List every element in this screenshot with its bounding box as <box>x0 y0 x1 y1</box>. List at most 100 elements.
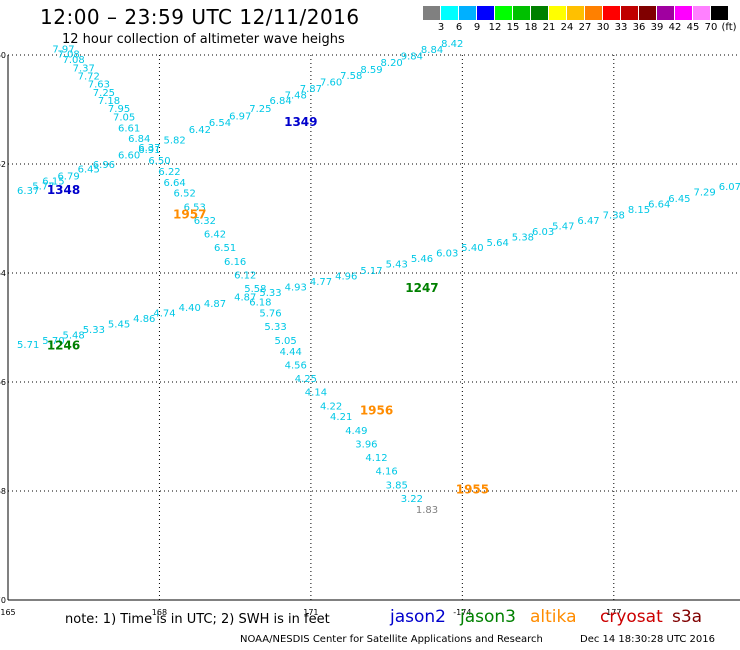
timestamp-text: Dec 14 18:30:28 UTC 2016 <box>580 634 715 645</box>
swh-value: 4.44 <box>280 347 302 358</box>
scale-swatch <box>639 6 656 20</box>
swh-value: 6.18 <box>249 298 271 309</box>
scale-swatch <box>693 6 710 20</box>
swh-value: 6.51 <box>214 243 236 254</box>
swh-value: 8.59 <box>360 65 382 76</box>
swh-value: 6.37 <box>17 186 39 197</box>
swh-value: 4.56 <box>285 360 307 371</box>
scale-swatch <box>423 6 440 20</box>
swh-value: 5.71 <box>17 340 39 351</box>
swh-value: 6.60 <box>118 151 140 162</box>
swh-value: 8.20 <box>381 58 403 69</box>
swh-value: 6.32 <box>194 216 216 227</box>
swh-value: 6.37 <box>138 143 160 154</box>
scale-label: 9 <box>473 22 481 33</box>
swh-value: 7.37 <box>73 63 95 74</box>
swh-value: 7.38 <box>603 211 625 222</box>
swh-value: 4.77 <box>310 277 332 288</box>
swh-value: 5.05 <box>275 336 297 347</box>
swh-value: 4.93 <box>285 282 307 293</box>
scale-label: 70 <box>704 22 718 33</box>
swh-value: 4.96 <box>335 272 357 283</box>
swh-value: 5.46 <box>411 254 433 265</box>
pass-label: 1348 <box>47 183 80 197</box>
swh-value: 5.48 <box>62 330 84 341</box>
swh-value: 6.45 <box>668 194 690 205</box>
swh-value: 7.63 <box>88 80 110 91</box>
y-tick-label: -66 <box>0 378 6 387</box>
swh-value: 6.16 <box>224 257 246 268</box>
swh-value: 7.05 <box>113 112 135 123</box>
swh-value: 6.50 <box>148 156 170 167</box>
swh-value: 6.84 <box>128 134 150 145</box>
scale-label: 39 <box>650 22 664 33</box>
credit-text: NOAA/NESDIS Center for Satellite Applica… <box>240 634 543 645</box>
swh-value: 4.25 <box>295 374 317 385</box>
swh-value: 5.40 <box>461 243 483 254</box>
chart-subtitle: 12 hour collection of altimeter wave hei… <box>62 32 345 47</box>
swh-value: 5.33 <box>264 322 286 333</box>
swh-value: 5.82 <box>163 135 185 146</box>
swh-value: 4.87 <box>234 292 256 303</box>
swh-value: 5.77 <box>32 182 54 193</box>
scale-label: 6 <box>455 22 463 33</box>
swh-value: 6.97 <box>229 111 251 122</box>
swh-value: 6.52 <box>174 189 196 200</box>
scale-label: 21 <box>542 22 556 33</box>
swh-value: 7.18 <box>98 96 120 107</box>
swh-value: 8.42 <box>441 39 463 50</box>
chart-title: 12:00 – 23:59 UTC 12/11/2016 <box>40 5 360 29</box>
swh-value: 3.96 <box>355 439 377 450</box>
swh-value: 3.85 <box>386 480 408 491</box>
swh-value: 7.87 <box>300 84 322 95</box>
swh-value: 5.58 <box>244 284 266 295</box>
swh-value: 5.33 <box>259 288 281 299</box>
legend-item-jason2: jason2 <box>390 607 446 627</box>
scale-label: 24 <box>560 22 574 33</box>
y-tick-label: -70 <box>0 596 6 605</box>
swh-value: 5.45 <box>108 320 130 331</box>
scale-label: 27 <box>578 22 592 33</box>
swh-value: 4.40 <box>179 303 201 314</box>
swh-value: 6.79 <box>57 171 79 182</box>
scale-label: 42 <box>668 22 682 33</box>
swh-value: 7.08 <box>57 50 79 61</box>
scale-swatch <box>531 6 548 20</box>
swh-value: 7.48 <box>285 91 307 102</box>
swh-value: 6.84 <box>269 96 291 107</box>
swh-value: 7.29 <box>694 188 716 199</box>
swh-value: 4.12 <box>365 453 387 464</box>
swh-value: 3.22 <box>401 494 423 505</box>
scale-label: 30 <box>596 22 610 33</box>
scale-swatch <box>603 6 620 20</box>
swh-value: 5.17 <box>360 266 382 277</box>
pass-label: 1246 <box>47 338 80 352</box>
swh-value: 7.25 <box>249 104 271 115</box>
swh-value: 4.49 <box>345 426 367 437</box>
legend-item-s3a: s3a <box>672 607 703 627</box>
swh-value: 6.42 <box>204 230 226 241</box>
scale-swatch <box>585 6 602 20</box>
scale-label: 18 <box>524 22 538 33</box>
swh-value: 6.54 <box>209 118 231 129</box>
x-tick-label: 168 <box>152 608 167 617</box>
pass-label: 1956 <box>360 404 393 418</box>
swh-value: 7.60 <box>320 78 342 89</box>
swh-value: 7.25 <box>93 88 115 99</box>
scale-swatch <box>459 6 476 20</box>
y-tick-label: -64 <box>0 269 6 278</box>
swh-value: 6.12 <box>234 270 256 281</box>
legend-item-altika: altika <box>530 607 577 627</box>
scale-swatch <box>657 6 674 20</box>
pass-label: 1957 <box>173 208 206 222</box>
swh-value: 4.87 <box>204 299 226 310</box>
swh-value: 6.45 <box>78 165 100 176</box>
scale-swatch <box>495 6 512 20</box>
swh-value: 6.53 <box>184 202 206 213</box>
units-note: note: 1) Time is in UTC; 2) SWH is in fe… <box>65 612 330 627</box>
scale-swatch <box>567 6 584 20</box>
swh-value: 7.58 <box>340 71 362 82</box>
swh-value: 4.16 <box>375 467 397 478</box>
scale-label: 15 <box>506 22 520 33</box>
